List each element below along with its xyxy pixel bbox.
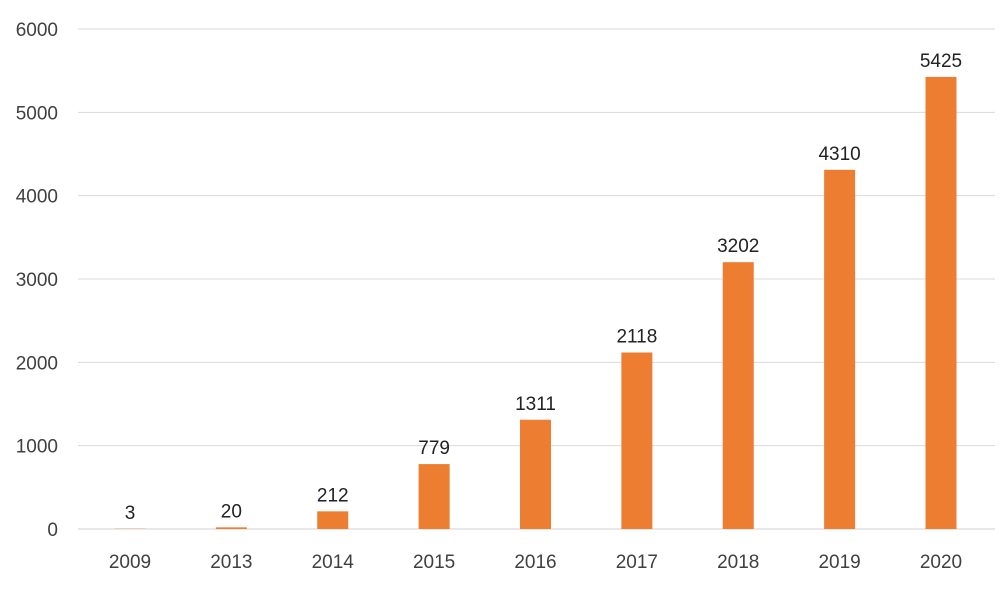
data-label-2015: 779 — [418, 438, 450, 459]
data-label-2014: 212 — [317, 485, 349, 506]
y-tick-label: 4000 — [16, 187, 58, 208]
bar-2020 — [925, 76, 957, 530]
data-label-2009: 3 — [125, 503, 136, 524]
x-axis-ticks: 2009 2013 2014 2015 2016 2017 2018 2019 2020 — [109, 552, 962, 573]
data-label-2013: 20 — [221, 501, 242, 522]
bars — [114, 76, 957, 530]
x-tick-label-2017: 2017 — [616, 552, 658, 573]
x-tick-label-2015: 2015 — [413, 552, 455, 573]
y-tick-label: 5000 — [16, 103, 58, 124]
x-tick-label-2013: 2013 — [210, 552, 252, 573]
y-tick-label: 1000 — [16, 437, 58, 458]
bar-2015 — [418, 464, 450, 529]
y-tick-label: 6000 — [16, 20, 58, 41]
data-label-2017: 2118 — [616, 327, 657, 348]
bar-2016 — [520, 419, 551, 529]
x-tick-label-2019: 2019 — [818, 552, 860, 573]
bar-2013 — [215, 527, 247, 529]
y-tick-label: 2000 — [16, 353, 58, 374]
x-tick-label-2018: 2018 — [717, 552, 759, 573]
data-label-2018: 3202 — [717, 236, 759, 257]
bar-2017 — [621, 352, 653, 529]
y-axis-ticks: 0 1000 2000 3000 4000 5000 6000 — [16, 20, 58, 541]
bar-2014 — [317, 511, 349, 529]
y-tick-label: 3000 — [16, 270, 58, 291]
x-tick-label-2009: 2009 — [109, 552, 151, 573]
y-tick-label: 0 — [47, 520, 58, 541]
data-label-2019: 4310 — [818, 144, 860, 165]
data-label-2020: 5425 — [920, 51, 962, 72]
data-labels: 3 20 212 779 1311 2118 3202 4310 5425 — [125, 51, 962, 524]
bar-2018 — [722, 262, 754, 529]
x-tick-label-2016: 2016 — [514, 552, 556, 573]
bar-2019 — [824, 169, 856, 530]
x-tick-label-2020: 2020 — [920, 552, 962, 573]
data-label-2016: 1311 — [515, 394, 556, 415]
x-tick-label-2014: 2014 — [312, 552, 355, 573]
